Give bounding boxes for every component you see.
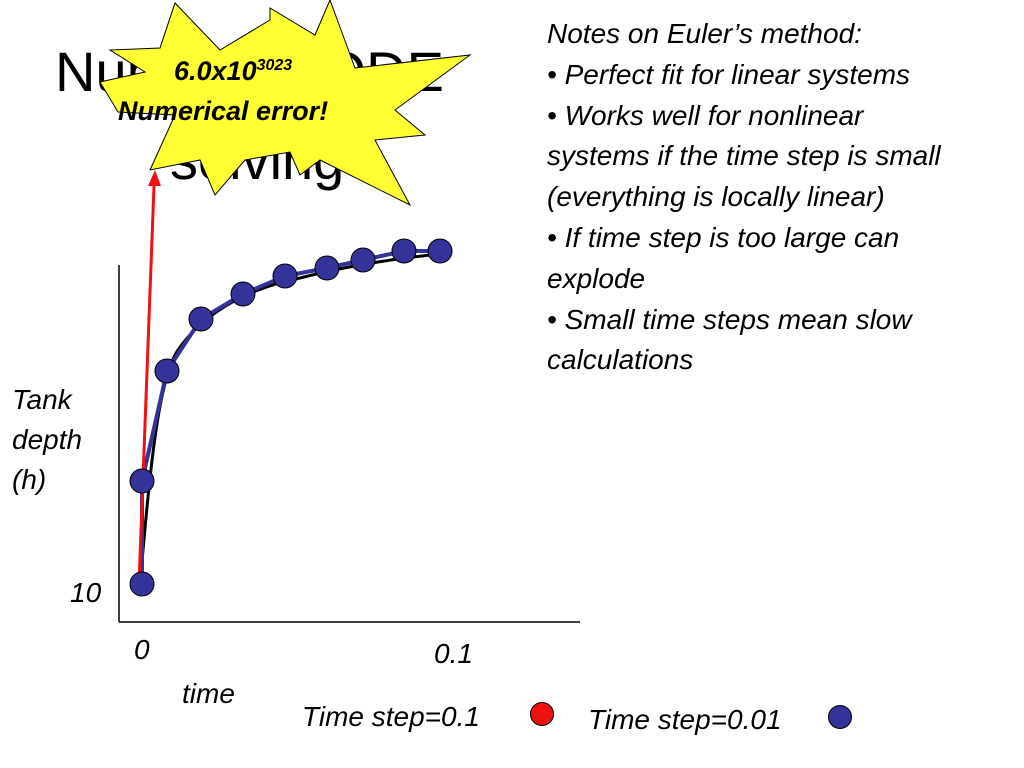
error-burst-shape xyxy=(99,0,472,207)
legend-label-timestep-001: Time step=0.01 xyxy=(588,704,782,735)
x-tick-label: 0 xyxy=(134,634,150,665)
data-point xyxy=(129,468,155,494)
data-point xyxy=(230,281,256,307)
notes-bullet: • If time step is too large can explode xyxy=(547,221,900,294)
y-axis-label: Tank depth (h) xyxy=(12,384,83,495)
series-timestep-001-line xyxy=(140,249,440,584)
x-tick-label: 0.1 xyxy=(434,638,473,669)
data-point xyxy=(350,247,376,273)
data-point xyxy=(272,263,298,289)
notes-bullet: • Works well for nonlinear systems if th… xyxy=(547,99,941,213)
data-point xyxy=(427,238,453,264)
y-tick-label: 10 xyxy=(70,577,102,608)
legend-swatch-red-dot xyxy=(530,702,554,726)
data-point xyxy=(154,358,180,384)
error-burst-message: Numerical error! xyxy=(118,96,329,126)
euler-notes: Notes on Euler’s method: • Perfect fit f… xyxy=(547,14,957,381)
series-timestep-01-arrowhead xyxy=(148,170,161,186)
legend-label-timestep-01: Time step=0.1 xyxy=(302,701,480,732)
data-point xyxy=(188,306,214,332)
notes-bullet: • Perfect fit for linear systems xyxy=(547,58,911,90)
data-point xyxy=(129,571,155,597)
data-point xyxy=(314,255,340,281)
exact-solution-curve xyxy=(138,252,441,585)
series-timestep-001-markers xyxy=(129,238,453,597)
error-burst-value: 6.0x103023 xyxy=(174,56,293,86)
notes-bullet: • Small time steps mean slow calculation… xyxy=(547,303,912,376)
data-point xyxy=(391,238,417,264)
series-timestep-01-arrow xyxy=(137,185,156,585)
notes-heading: Notes on Euler’s method: xyxy=(547,18,862,49)
legend-swatch-blue-dot xyxy=(828,705,852,729)
x-axis-label: time xyxy=(182,678,235,709)
